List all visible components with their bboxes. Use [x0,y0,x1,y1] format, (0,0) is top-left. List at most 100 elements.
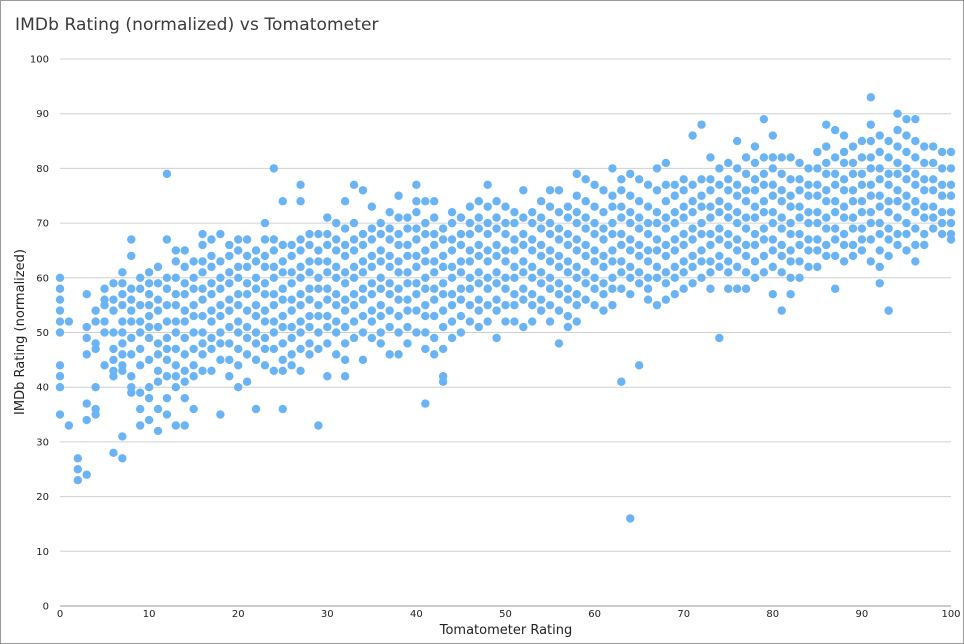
data-point [91,410,100,419]
data-point [706,202,715,211]
data-point [198,328,207,337]
data-point [813,235,822,244]
data-point [795,257,804,266]
data-point [732,136,742,146]
data-point [822,158,831,168]
chart-title: IMDb Rating (normalized) vs Tomatometer [15,15,379,35]
data-point [519,186,528,195]
data-point [430,333,439,343]
data-point [724,268,733,277]
data-point [661,240,671,250]
data-point [269,235,279,244]
data-point [536,224,546,233]
data-point [501,202,510,211]
data-point [670,218,679,228]
data-point [724,257,733,266]
data-point [581,175,590,184]
data-point [394,240,403,250]
data-point [875,229,884,239]
data-point [171,273,181,282]
data-point [590,229,599,239]
data-point [768,290,777,299]
data-point [715,235,724,244]
data-point [296,262,305,272]
data-point [661,268,671,277]
data-point [715,197,724,206]
data-point [144,415,154,425]
data-point [153,366,163,375]
data-point [572,246,581,255]
data-point [198,240,207,250]
data-point [804,235,813,244]
data-point [848,169,858,179]
data-point [581,197,590,206]
data-point [866,120,876,129]
data-point [251,404,261,414]
data-point [741,213,751,222]
data-point [412,235,421,244]
data-point [563,284,573,293]
data-point [626,246,635,255]
data-point [305,240,314,250]
data-point [492,279,501,288]
data-point [643,257,653,266]
data-point [563,311,573,321]
data-point [287,251,296,261]
data-point [795,202,804,211]
data-point [296,300,305,310]
data-point [278,268,287,277]
data-point [652,300,662,310]
data-point [447,218,457,228]
y-tick-label: 20 [36,492,49,503]
data-point [626,262,635,272]
data-point [260,279,270,288]
data-point [875,279,884,288]
data-point [554,306,564,315]
data-point [153,322,163,332]
data-point [109,344,118,354]
data-point [519,295,528,304]
data-point [55,372,65,381]
data-point [412,197,421,206]
data-point [180,262,189,272]
data-point [287,322,296,332]
data-point [340,224,350,233]
data-point [332,290,341,299]
data-point [207,290,216,299]
data-point [937,191,947,200]
data-point [519,284,528,293]
data-point [447,317,457,326]
data-point [332,300,341,310]
data-point [135,388,145,397]
data-point [234,300,243,310]
data-point [474,213,483,222]
data-point [82,290,91,299]
data-point [545,257,555,266]
data-point [349,235,359,244]
data-point [189,300,198,310]
data-point [554,251,564,261]
data-point [795,186,804,195]
data-point [848,224,858,233]
data-point [893,169,902,179]
data-point [759,251,769,261]
data-point [349,218,359,228]
data-point [786,191,795,200]
data-point [447,333,457,343]
data-point [581,240,590,250]
data-point [296,246,305,255]
data-point [830,284,840,293]
x-tick-label: 30 [321,609,334,620]
data-point [777,153,786,162]
data-point [911,136,920,146]
data-point [563,268,573,277]
data-point [91,344,100,354]
data-point [902,175,911,184]
data-point [759,268,769,277]
data-point [599,235,608,244]
data-point [278,295,287,304]
data-point [866,180,876,190]
data-point [447,207,457,217]
y-tick-labels: 0 10 20 30 40 50 60 70 80 90 100 [30,55,49,613]
data-point [634,268,644,277]
